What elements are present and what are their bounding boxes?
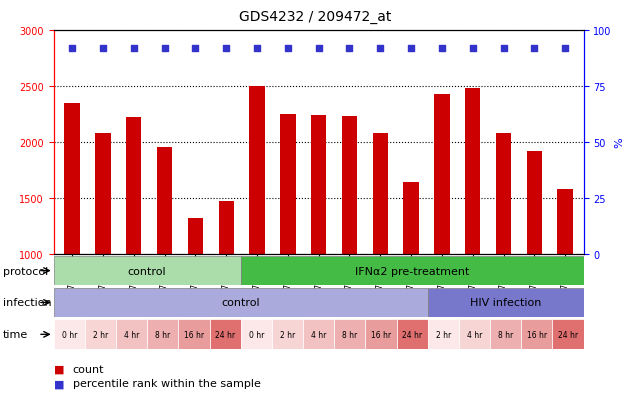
Bar [147, 320, 179, 349]
Text: 8 hr: 8 hr [498, 330, 514, 339]
Bar [465, 89, 480, 254]
Text: infection: infection [3, 298, 52, 308]
Bar [365, 320, 397, 349]
Point [406, 45, 416, 52]
Text: 2 hr: 2 hr [93, 330, 108, 339]
Text: 24 hr: 24 hr [402, 330, 422, 339]
Text: control: control [221, 298, 260, 308]
Point [375, 45, 386, 52]
Text: 4 hr: 4 hr [124, 330, 139, 339]
Bar [116, 320, 147, 349]
Text: 4 hr: 4 hr [311, 330, 326, 339]
Point [560, 45, 570, 52]
Text: 16 hr: 16 hr [371, 330, 391, 339]
Bar [272, 320, 303, 349]
Bar [209, 320, 240, 349]
Text: 0 hr: 0 hr [62, 330, 77, 339]
Bar [496, 133, 511, 254]
Bar [54, 288, 428, 318]
Point [437, 45, 447, 52]
Text: ■: ■ [54, 364, 64, 374]
Text: 8 hr: 8 hr [342, 330, 357, 339]
Text: 0 hr: 0 hr [249, 330, 264, 339]
Bar [372, 133, 388, 254]
Bar [553, 320, 584, 349]
Bar [342, 117, 357, 254]
Point [283, 45, 293, 52]
Point [191, 45, 201, 52]
Bar [334, 320, 365, 349]
Bar [64, 103, 80, 254]
Text: percentile rank within the sample: percentile rank within the sample [73, 378, 261, 388]
Point [67, 45, 77, 52]
Y-axis label: %: % [615, 137, 625, 148]
Bar [218, 202, 234, 254]
Point [98, 45, 108, 52]
Bar [280, 114, 295, 254]
Text: 2 hr: 2 hr [436, 330, 451, 339]
Point [252, 45, 262, 52]
Point [221, 45, 231, 52]
Text: protocol: protocol [3, 266, 49, 276]
Bar [397, 320, 428, 349]
Bar [434, 95, 450, 254]
Text: 4 hr: 4 hr [467, 330, 482, 339]
Bar [490, 320, 521, 349]
Bar [249, 87, 265, 254]
Text: count: count [73, 364, 104, 374]
Bar [557, 189, 573, 254]
Bar [240, 256, 584, 286]
Bar [179, 320, 209, 349]
Text: 24 hr: 24 hr [558, 330, 578, 339]
Bar [428, 320, 459, 349]
Bar [521, 320, 553, 349]
Text: 16 hr: 16 hr [184, 330, 204, 339]
Bar [303, 320, 334, 349]
Text: GDS4232 / 209472_at: GDS4232 / 209472_at [239, 10, 392, 24]
Point [129, 45, 139, 52]
Point [498, 45, 509, 52]
Text: 8 hr: 8 hr [155, 330, 170, 339]
Bar [85, 320, 116, 349]
Bar [54, 256, 240, 286]
Bar [311, 116, 326, 254]
Bar [126, 118, 141, 254]
Point [529, 45, 540, 52]
Bar [187, 218, 203, 254]
Point [468, 45, 478, 52]
Bar [54, 320, 85, 349]
Bar [459, 320, 490, 349]
Text: HIV infection: HIV infection [470, 298, 541, 308]
Point [314, 45, 324, 52]
Point [345, 45, 355, 52]
Bar [157, 148, 172, 254]
Bar [240, 320, 272, 349]
Bar [428, 288, 584, 318]
Text: IFNα2 pre-treatment: IFNα2 pre-treatment [355, 266, 469, 276]
Text: 24 hr: 24 hr [215, 330, 235, 339]
Text: 16 hr: 16 hr [527, 330, 547, 339]
Text: ■: ■ [54, 378, 64, 388]
Bar [95, 133, 110, 254]
Point [160, 45, 170, 52]
Text: 2 hr: 2 hr [280, 330, 295, 339]
Text: control: control [128, 266, 167, 276]
Text: time: time [3, 330, 28, 339]
Bar [527, 152, 542, 254]
Bar [403, 183, 419, 254]
